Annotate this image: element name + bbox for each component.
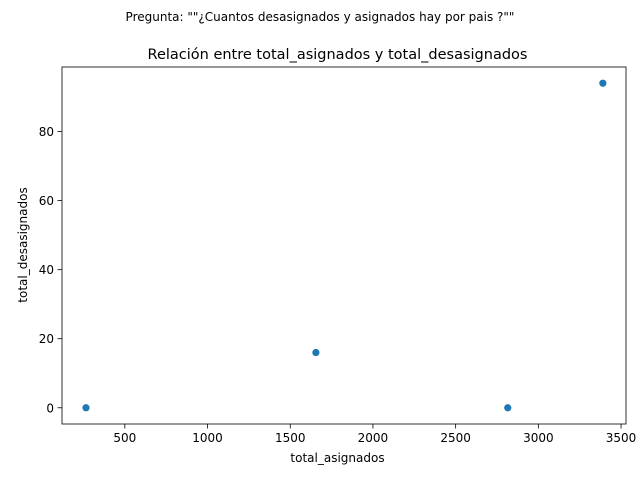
x-tick-label-3000: 3000	[523, 431, 554, 445]
x-tick-label-3500: 3500	[606, 431, 637, 445]
x-tick-label-1500: 1500	[275, 431, 306, 445]
chart-title: Relación entre total_asignados y total_d…	[148, 47, 528, 63]
x-axis-label: total_asignados	[290, 451, 384, 465]
plot-area: 500 1000 1500 2000 2500 3000 3500 0 20 40 60 80	[39, 66, 637, 445]
chart-suptitle: Pregunta: ""¿Cuantos desasignados y asig…	[126, 10, 515, 24]
x-tick-label-1000: 1000	[192, 431, 223, 445]
y-tick-label-0: 0	[46, 401, 54, 415]
x-tick-label-500: 500	[113, 431, 136, 445]
data-point-1	[312, 348, 320, 357]
y-tick-label-80: 80	[39, 125, 54, 139]
x-tick-label-2000: 2000	[358, 431, 389, 445]
y-tick-label-40: 40	[39, 263, 54, 277]
plot-frame	[61, 66, 627, 425]
data-point-3	[599, 79, 607, 87]
y-tick-label-60: 60	[39, 194, 54, 208]
y-axis-label: total_desasignados	[16, 187, 30, 302]
data-point-2	[504, 404, 512, 412]
x-tick-label-2500: 2500	[440, 431, 471, 445]
data-point-0	[82, 404, 90, 412]
y-tick-label-20: 20	[39, 332, 54, 346]
